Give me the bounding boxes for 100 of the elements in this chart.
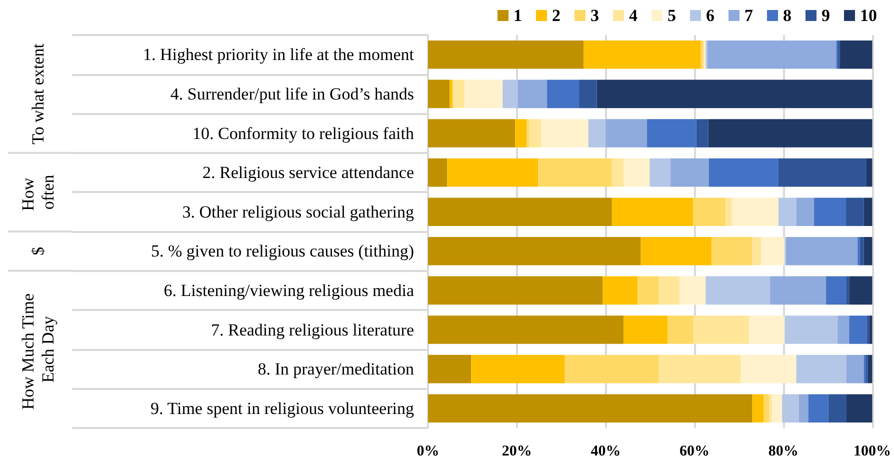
bar [640,237,712,266]
y-tick-label: 6. Listening/viewing religious media [164,280,414,300]
bar [808,394,828,422]
bar [428,80,450,108]
bar [679,276,706,305]
bar [658,354,741,384]
legend-label: 1 [514,6,522,25]
legend-label: 5 [668,6,676,25]
legend-label: 2 [552,6,560,25]
legend-label: 9 [822,6,830,25]
bar [606,119,648,148]
bar [612,158,624,187]
x-tick-label: 0% [416,444,440,460]
bar [658,276,680,305]
y-tick-label: 4. Surrender/put life in God’s hands [170,84,414,104]
text: $ [28,246,48,256]
bar [846,394,872,422]
bar [564,354,659,384]
bar [866,316,870,344]
bar [778,198,796,226]
bar [518,80,548,108]
bar [838,316,850,344]
bar [814,198,846,226]
bar [428,354,472,384]
bar [541,119,588,148]
bar [796,354,846,384]
bar [866,158,872,187]
bar [869,316,872,344]
legend-label: 3 [590,6,599,25]
y-tick-label: 3. Other religious social gathering [182,202,414,222]
bar [464,80,503,108]
bar [623,158,650,187]
legend-label: 4 [629,6,638,25]
x-tick-label: 20% [502,444,532,460]
bar [638,276,659,305]
bar [849,276,872,305]
bar [428,316,624,344]
y-tick-label: 7. Reading religious literature [211,320,414,340]
bar [772,394,782,422]
bar [770,276,826,305]
bar [694,316,750,344]
bar [798,394,808,422]
bar [515,119,527,148]
bar [670,158,709,187]
bar [583,40,701,69]
x-tick-label: 60% [680,444,710,460]
bar [708,158,779,187]
y-tick-label: 2. Religious service attendance [202,163,414,182]
legend-label: 10 [860,6,877,25]
bar [428,237,641,266]
bar [796,198,814,226]
legend-label: 8 [783,6,792,25]
bar [864,237,872,266]
bar [726,198,732,226]
legend-label: 6 [706,6,714,25]
y-tick-label: 9. Time spent in religious volunteering [150,398,414,418]
bar [529,119,542,148]
bar [447,158,538,187]
bar [667,316,694,344]
bar [596,80,872,108]
bar [588,119,606,148]
bar [623,316,668,344]
bar [740,354,796,384]
bar [782,394,799,422]
bar [696,119,708,148]
bar [764,394,770,422]
bar [428,158,448,187]
bar [547,80,580,108]
bar [453,80,464,108]
x-tick-label: 100% [854,444,891,460]
bar [428,394,752,422]
legend-label: 7 [744,6,754,25]
bar [579,80,597,108]
bar [749,316,785,344]
bar [732,198,779,226]
bar [752,237,762,266]
bar [602,276,638,305]
y-tick-label: 5. % given to religious causes (tithing) [151,242,414,261]
bar [650,158,671,187]
bar [706,276,770,305]
y-tick-label: 1. Highest priority in life at the moment [142,45,414,64]
bar [778,158,866,187]
bar [752,394,764,422]
text: How Much Time Each Day [18,289,58,410]
bar [450,80,452,108]
bar [428,276,603,305]
bar [693,198,726,226]
x-tick-label: 40% [590,444,621,460]
bar [860,237,864,266]
bar [868,354,872,384]
bar [428,198,612,226]
bar [761,237,785,266]
bar [784,316,838,344]
x-tick-label: 80% [768,444,798,460]
bar [612,198,694,226]
bar [786,237,858,266]
bar [471,354,565,384]
bar [828,394,846,422]
bar [846,198,864,226]
bar [647,119,696,148]
